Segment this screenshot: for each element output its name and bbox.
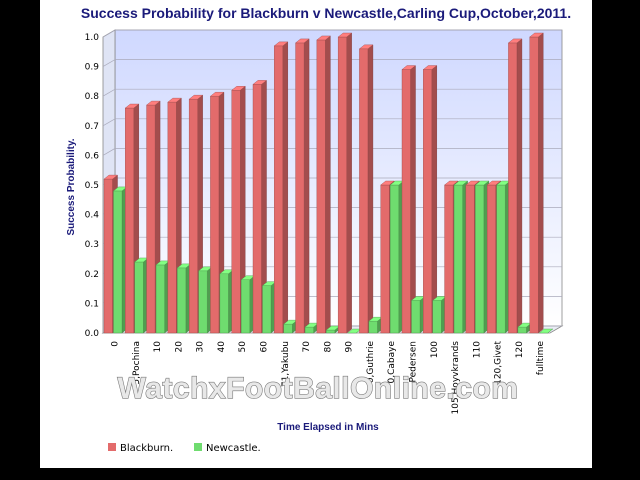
x-tick-label: 120 xyxy=(515,341,525,358)
y-tick-label: 0.4 xyxy=(85,211,100,221)
bar-newcastle xyxy=(432,296,447,334)
bar-newcastle xyxy=(496,180,511,334)
x-tick-label: 105,Hoyvkrands xyxy=(451,341,461,415)
y-tick-label: 0.8 xyxy=(85,92,100,102)
y-tick-label: 0.6 xyxy=(85,151,100,161)
bar-blackburn xyxy=(401,65,417,334)
bar-newcastle xyxy=(240,275,256,334)
bar-blackburn xyxy=(273,41,289,334)
x-tick-label: 110 xyxy=(472,341,482,358)
bar-newcastle xyxy=(198,266,213,334)
bar-newcastle xyxy=(453,180,469,334)
x-tick-label: Pedersen xyxy=(409,341,419,383)
y-tick-label: 0.3 xyxy=(85,240,99,250)
tick-labels-group: 0.0 0.1 0.2 0.3 0.4 0.5 0.6 0.7 0.8 0.9 1.0 0 5,Poch… xyxy=(85,33,547,415)
x-tick-label: 71,Yakubu xyxy=(281,341,291,387)
x-tick-label: 120,Givet xyxy=(494,341,504,385)
x-tick-label: fulltime xyxy=(536,341,546,376)
bar-newcastle xyxy=(538,328,554,334)
legend-swatch-newcastle xyxy=(194,443,202,451)
chart-title: Success Probability for Blackburn v Newc… xyxy=(81,5,571,21)
bar-newcastle xyxy=(219,269,234,334)
x-tick-label: 5,Pochina xyxy=(132,341,142,385)
chart-frame: Success Probability for Blackburn v Newc… xyxy=(40,0,592,468)
bar-newcastle xyxy=(261,281,277,334)
bar-newcastle xyxy=(389,180,405,334)
legend-label-blackburn: Blackburn. xyxy=(120,443,173,454)
x-tick-label: 50 xyxy=(238,341,248,353)
bar-newcastle xyxy=(176,263,192,334)
bar-blackburn xyxy=(507,38,523,334)
y-tick-label: 0.9 xyxy=(85,63,100,73)
bar-newcastle xyxy=(474,180,490,334)
y-tick-label: 0.5 xyxy=(85,181,99,191)
x-tick-label: 30 xyxy=(196,341,206,353)
y-axis-title: Success Probability. xyxy=(66,138,77,235)
y-tick-label: 0.1 xyxy=(85,299,99,309)
legend-label-newcastle: Newcastle. xyxy=(206,443,261,454)
success-probability-chart: Success Probability for Blackburn v Newc… xyxy=(66,5,571,454)
x-tick-label: 0 xyxy=(111,341,121,347)
x-axis-title: Time Elapsed in Mins xyxy=(277,422,379,433)
x-tick-label: 20 xyxy=(174,341,184,353)
x-tick-label: 0,Guthrie xyxy=(366,341,376,384)
bar-blackburn xyxy=(358,44,374,334)
bar-blackburn xyxy=(252,79,268,334)
bar-newcastle xyxy=(368,316,383,334)
y-tick-label: 0.0 xyxy=(85,329,100,339)
y-tick-label: 1.0 xyxy=(85,33,100,43)
x-tick-label: 0,Cabaye xyxy=(387,341,397,384)
x-tick-label: 90 xyxy=(345,341,355,353)
bar-newcastle xyxy=(112,186,128,334)
y-gridline xyxy=(102,29,562,38)
x-tick-label: 10 xyxy=(153,341,163,353)
x-tick-label: 70 xyxy=(302,341,312,353)
watermark-logo: WatchxFootBallOnline.com xyxy=(118,372,519,405)
legend: Blackburn. Newcastle. xyxy=(108,443,261,454)
y-gridline xyxy=(102,59,562,67)
y-tick-label: 0.7 xyxy=(85,122,99,132)
bar-newcastle xyxy=(155,260,171,334)
bars-group xyxy=(103,32,554,334)
x-tick-label: 60 xyxy=(260,341,270,353)
bar-newcastle xyxy=(134,257,149,334)
y-tick-label: 0.2 xyxy=(85,270,99,280)
x-tick-label: 40 xyxy=(217,341,227,353)
x-tick-label: 100 xyxy=(430,341,440,358)
bar-blackburn xyxy=(529,32,544,334)
bar-blackburn xyxy=(316,35,331,334)
bar-blackburn xyxy=(422,65,438,334)
bar-blackburn xyxy=(295,38,310,334)
bar-newcastle xyxy=(410,296,426,334)
bar-blackburn xyxy=(337,32,353,334)
x-tick-label: 80 xyxy=(323,341,333,353)
legend-swatch-blackburn xyxy=(108,443,116,451)
bar-blackburn xyxy=(231,85,246,334)
